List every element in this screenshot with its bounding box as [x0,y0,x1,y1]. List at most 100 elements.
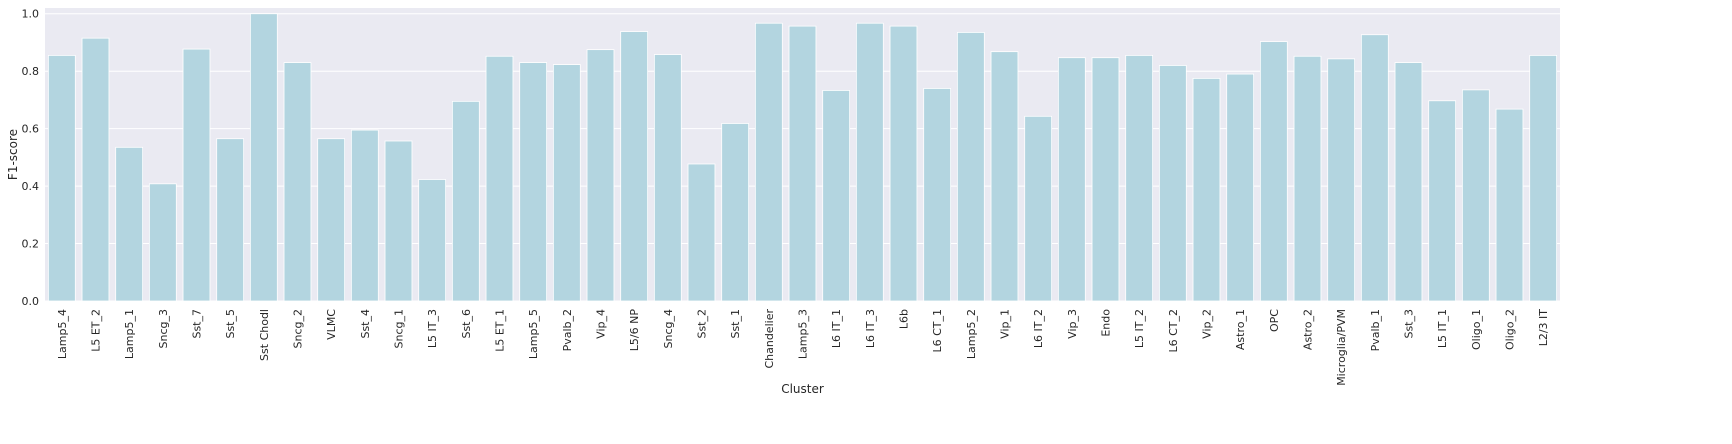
bar-opc [1259,41,1288,302]
bar-sst-2 [687,163,716,302]
x-tick-label: Chandelier [763,309,776,369]
bar-vip-3 [1057,57,1086,302]
bar-lamp5-2 [956,32,985,302]
bar-sst-5 [216,138,245,302]
x-axis-label: Cluster [781,382,824,396]
x-tick-label: Microglia/PVM [1335,309,1348,386]
bar-sncg-2 [283,62,312,302]
y-axis-label: F1-score [6,129,20,180]
bar-endo [1091,57,1120,302]
bar-sst-4 [350,129,379,302]
bar-l6-it-2 [1024,115,1053,302]
x-tick-label: L5/6 NP [628,309,641,352]
bar-sst-chodl [249,13,278,302]
x-tick-label: Lamp5_2 [965,309,978,359]
x-tick-label: Sst_4 [359,309,372,339]
y-tick-label: 0.2 [22,238,40,251]
bar-l6-ct-2 [1158,65,1187,302]
bar-l5-it-3 [418,179,447,302]
x-tick-label: L5 IT_2 [1133,309,1146,348]
x-tick-labels: Lamp5_4 L5 ET_2 Lamp5_1 Sncg_3 Sst_7 Sst_5 Sst… [56,309,1550,386]
x-tick-label: Pvalb_2 [561,309,574,351]
x-tick-label: Vip_1 [999,309,1012,339]
x-tick-label: Vip_2 [1201,309,1214,339]
bar-sst-6 [451,100,480,302]
x-tick-label: L6 IT_2 [1032,309,1045,348]
bars [47,13,1558,302]
x-tick-label: L6 CT_2 [1167,309,1180,353]
y-tick-label: 0.6 [22,123,40,136]
x-tick-label: Sst_3 [1403,309,1416,339]
x-tick-label: Lamp5_1 [123,309,136,359]
x-tick-label: Astro_2 [1302,309,1315,350]
bar-microglia-pvm [1327,58,1356,302]
x-tick-label: Oligo_2 [1504,309,1517,350]
x-tick-label: L5 IT_3 [426,309,439,348]
bar-sst-1 [721,123,750,302]
bar-astro-1 [1226,73,1255,302]
x-tick-label: Sst_2 [696,309,709,339]
bar-oligo-2 [1495,108,1524,302]
x-tick-label: Pvalb_1 [1369,309,1382,351]
bar-l5-et-1 [485,55,514,302]
bar-l5-it-1 [1428,100,1457,302]
x-tick-label: Sncg_4 [662,309,675,348]
x-tick-label: L5 ET_2 [90,309,103,352]
x-tick-label: OPC [1268,309,1281,332]
bar-vip-1 [990,51,1019,302]
bar-pvalb-2 [552,64,581,302]
bar-lamp5-5 [519,62,548,302]
x-tick-label: Sncg_2 [292,309,305,348]
bar-vlmc [317,138,346,302]
bar-l5-it-2 [1125,54,1154,302]
x-tick-label: Sst_1 [729,309,742,339]
y-tick-label: 1.0 [22,8,40,21]
x-tick-label: Sst_5 [224,309,237,339]
x-tick-label: Vip_4 [595,309,608,339]
bar-l2-3-it [1529,54,1558,302]
y-tick-label: 0.0 [22,295,40,308]
bar-sncg-3 [148,183,177,302]
x-tick-label: Sst_7 [191,309,204,339]
x-tick-label: Astro_1 [1234,309,1247,350]
x-tick-label: Vip_3 [1066,309,1079,339]
x-tick-label: Lamp5_4 [56,309,69,359]
x-tick-label: L6 IT_1 [830,309,843,348]
bar-l5-6-np [620,31,649,302]
bar-sst-3 [1394,62,1423,302]
x-tick-label: Sst_6 [460,309,473,339]
bar-l6-it-1 [822,90,851,302]
x-tick-label: Lamp5_3 [797,309,810,359]
x-tick-label: L6 IT_3 [864,309,877,348]
bar-lamp5-1 [115,146,144,302]
bar-l6b [889,25,918,302]
x-tick-label: Endo [1100,309,1113,337]
x-tick-label: L5 IT_1 [1436,309,1449,348]
bar-l6-ct-1 [923,88,952,302]
bar-l5-et-2 [81,37,110,302]
bar-oligo-1 [1461,89,1490,302]
bar-vip-2 [1192,77,1221,302]
bar-sncg-4 [653,54,682,302]
bar-vip-4 [586,49,615,302]
bar-sncg-1 [384,140,413,302]
bar-chandelier [754,22,783,302]
bar-sst-7 [182,48,211,302]
x-tick-label: L2/3 IT [1537,309,1550,347]
x-tick-label: Sncg_1 [393,309,406,348]
x-tick-label: L6 CT_1 [931,309,944,353]
x-tick-label: L5 ET_1 [494,309,507,352]
bar-lamp5-3 [788,25,817,302]
x-tick-label: Lamp5_5 [527,309,540,359]
x-tick-label: L6b [898,309,911,329]
y-tick-label: 0.8 [22,65,40,78]
x-tick-label: VLMC [325,309,338,340]
y-tick-label: 0.4 [22,180,40,193]
bar-lamp5-4 [47,54,76,302]
y-tick-labels: 0.0 0.2 0.4 0.6 0.8 1.0 [22,8,40,308]
bar-l6-it-3 [855,22,884,302]
bar-astro-2 [1293,55,1322,302]
x-tick-label: Sst Chodl [258,309,271,361]
bar-pvalb-1 [1360,34,1389,302]
